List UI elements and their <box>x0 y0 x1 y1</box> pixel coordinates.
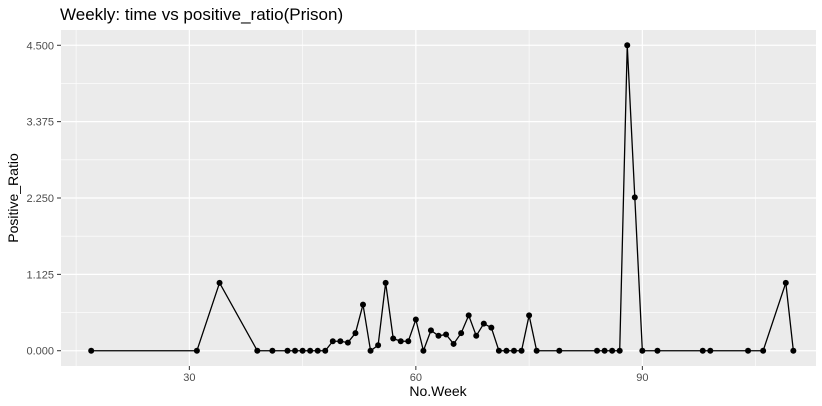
data-point <box>329 338 336 345</box>
data-point <box>412 316 419 323</box>
data-point <box>367 347 374 354</box>
data-point <box>601 347 608 354</box>
data-point <box>782 279 789 286</box>
data-point <box>292 347 299 354</box>
data-point <box>488 324 495 331</box>
data-point <box>707 347 714 354</box>
data-point <box>465 312 472 319</box>
data-point <box>443 331 450 338</box>
data-point <box>322 347 329 354</box>
data-point <box>616 347 623 354</box>
data-point <box>511 347 517 354</box>
data-point <box>526 312 533 319</box>
data-point <box>624 42 631 49</box>
data-point <box>790 347 797 354</box>
data-point <box>495 347 502 354</box>
data-point <box>382 279 389 286</box>
data-point <box>609 347 616 354</box>
data-point <box>533 347 540 354</box>
data-point <box>450 340 457 347</box>
data-point <box>88 347 95 354</box>
data-point <box>556 347 563 354</box>
data-point <box>458 330 465 337</box>
data-point <box>473 332 480 339</box>
data-point <box>480 320 487 327</box>
x-tick-label: 30 <box>183 372 195 384</box>
data-point <box>518 347 525 354</box>
x-axis-title: No.Week <box>409 383 467 399</box>
y-tick-label: 0.000 <box>26 346 54 358</box>
data-point <box>216 279 223 286</box>
data-point <box>427 327 434 334</box>
y-axis: 0.000 1.125 2.250 3.375 4.500 <box>26 40 61 358</box>
data-point <box>405 338 412 345</box>
data-point <box>654 347 661 354</box>
data-point <box>760 347 767 354</box>
data-point <box>420 347 427 354</box>
data-point <box>299 347 306 354</box>
data-point <box>435 332 442 339</box>
data-point <box>307 347 314 354</box>
x-tick-label: 90 <box>636 372 648 384</box>
data-point <box>390 335 397 342</box>
y-tick-label: 4.500 <box>26 40 54 52</box>
data-point <box>344 339 351 346</box>
y-axis-title: Positive_Ratio <box>5 153 21 243</box>
data-point <box>631 194 638 201</box>
data-point <box>352 330 359 337</box>
data-point <box>337 338 344 345</box>
x-axis: 30 60 90 <box>183 366 648 384</box>
data-point <box>503 347 510 354</box>
x-tick-label: 60 <box>410 372 422 384</box>
data-point <box>314 347 321 354</box>
data-point <box>699 347 706 354</box>
data-point <box>594 347 601 354</box>
data-point <box>397 338 404 345</box>
data-point <box>360 301 366 308</box>
y-tick-label: 2.250 <box>26 193 54 205</box>
chart-title: Weekly: time vs positive_ratio(Prison) <box>60 5 343 24</box>
y-tick-label: 3.375 <box>26 117 54 129</box>
data-point <box>745 347 752 354</box>
data-point <box>375 342 382 349</box>
data-point <box>254 347 261 354</box>
data-points <box>88 42 797 354</box>
data-point <box>639 347 646 354</box>
y-tick-label: 1.125 <box>26 269 54 281</box>
data-point <box>269 347 276 354</box>
data-point <box>193 347 200 354</box>
data-point <box>284 347 291 354</box>
